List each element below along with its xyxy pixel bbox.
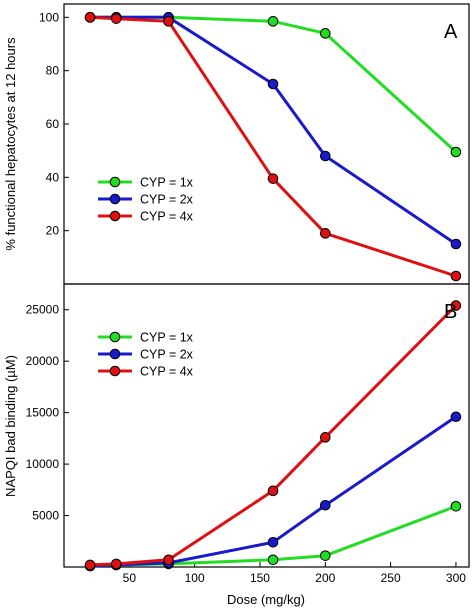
panel-b-data-point: [267, 485, 279, 497]
panel-b-legend-label: CYP = 4x: [140, 365, 194, 379]
panel-b: 5000 10000 15000 20000 25000 50 100 150 200 250 30…: [26, 283, 470, 585]
panel-b-data-point: [267, 554, 279, 566]
panel-a-legend-marker: [109, 193, 121, 205]
panel-a-data-point: [450, 146, 462, 158]
panel-b-data-point: [319, 499, 331, 511]
panel-b-letter: B: [444, 301, 457, 323]
panel-b-plot-area: [84, 300, 462, 572]
panel-a-legend-marker: [109, 210, 121, 222]
panel-a-y-tick-label: 60: [46, 117, 60, 131]
panel-b-data-point: [450, 411, 462, 423]
panel-a-letter: A: [444, 21, 458, 43]
panel-b-y-tick-label: 10000: [26, 457, 60, 471]
panel-b-data-point: [163, 554, 174, 566]
panel-a-data-point: [319, 228, 331, 239]
panel-a-y-tick-label: 20: [46, 224, 60, 238]
panel-b-x-tick-label: 250: [381, 571, 401, 585]
panel-a-axes: 20 40 60 80 100: [39, 10, 69, 238]
panel-a-legend-marker: [109, 176, 121, 188]
panel-a-y-axis-title: % functional hepatocytes at 12 hours: [3, 37, 18, 251]
panel-b-axes: 5000 10000 15000 20000 25000 50 100 150 200 250 30…: [26, 303, 467, 585]
panel-b-legend-marker: [109, 365, 121, 377]
panel-a-data-point: [319, 150, 331, 162]
panel-a-frame: [63, 3, 470, 285]
panel-b-x-tick-label: 150: [250, 571, 270, 585]
panel-b-x-tick-label: 200: [315, 571, 335, 585]
panel-b-data-point: [450, 300, 462, 311]
panel-b-y-tick-label: 20000: [26, 354, 60, 368]
panel-b-legend-label: CYP = 1x: [140, 331, 194, 345]
panel-a-y-tick-label: 80: [46, 64, 60, 78]
panel-b-y-tick-label: 5000: [32, 509, 59, 523]
panel-a-legend-label: CYP = 1x: [140, 176, 194, 190]
panel-b-x-tick-label: 300: [446, 571, 466, 585]
panel-a-y-tick-label: 40: [46, 170, 60, 184]
panel-b-legend-marker: [109, 348, 121, 360]
panel-a-data-point: [267, 173, 279, 184]
panel-a-y-tick-label: 100: [39, 10, 59, 24]
panel-b-x-tick-label: 50: [123, 571, 137, 585]
panel-b-data-point: [319, 432, 331, 443]
panel-a-data-point: [267, 16, 279, 27]
panel-b-data-point: [84, 559, 96, 571]
panel-a-legend-label: CYP = 4x: [140, 210, 194, 224]
panel-a-data-point: [450, 270, 462, 282]
panel-b-data-point: [450, 500, 462, 512]
panel-b-legend-label: CYP = 2x: [140, 348, 194, 362]
panel-a-data-point: [319, 28, 331, 39]
panel-a-data-point: [163, 16, 174, 27]
panel-a-data-point: [267, 78, 279, 90]
panel-a-data-point: [84, 12, 96, 23]
panel-b-y-axis-title: NAPQI bad binding (µM): [3, 355, 18, 497]
panel-a: 20 40 60 80 100 CYP = 1x CYP = 2x CYP = 4x A: [39, 3, 470, 285]
panel-a-data-point: [450, 238, 462, 250]
x-axis-title: Dose (mg/kg): [227, 592, 305, 607]
panel-b-legend: CYP = 1x CYP = 2x CYP = 4x: [98, 331, 194, 379]
panel-a-plot-area: [84, 12, 462, 282]
panel-b-y-tick-label: 15000: [26, 406, 60, 420]
panel-a-data-point: [110, 13, 122, 24]
panel-b-frame: [63, 283, 470, 568]
panel-a-legend-label: CYP = 2x: [140, 193, 194, 207]
panel-b-data-point: [319, 550, 331, 561]
panel-b-y-tick-label: 25000: [26, 303, 60, 317]
panel-b-legend-marker: [109, 331, 121, 343]
panel-a-series-line-3: [90, 15, 457, 278]
panel-b-data-point: [267, 537, 279, 548]
panel-a-legend: CYP = 1x CYP = 2x CYP = 4x: [98, 176, 194, 224]
panel-b-data-point: [110, 558, 122, 570]
panel-b-x-tick-label: 100: [185, 571, 205, 585]
